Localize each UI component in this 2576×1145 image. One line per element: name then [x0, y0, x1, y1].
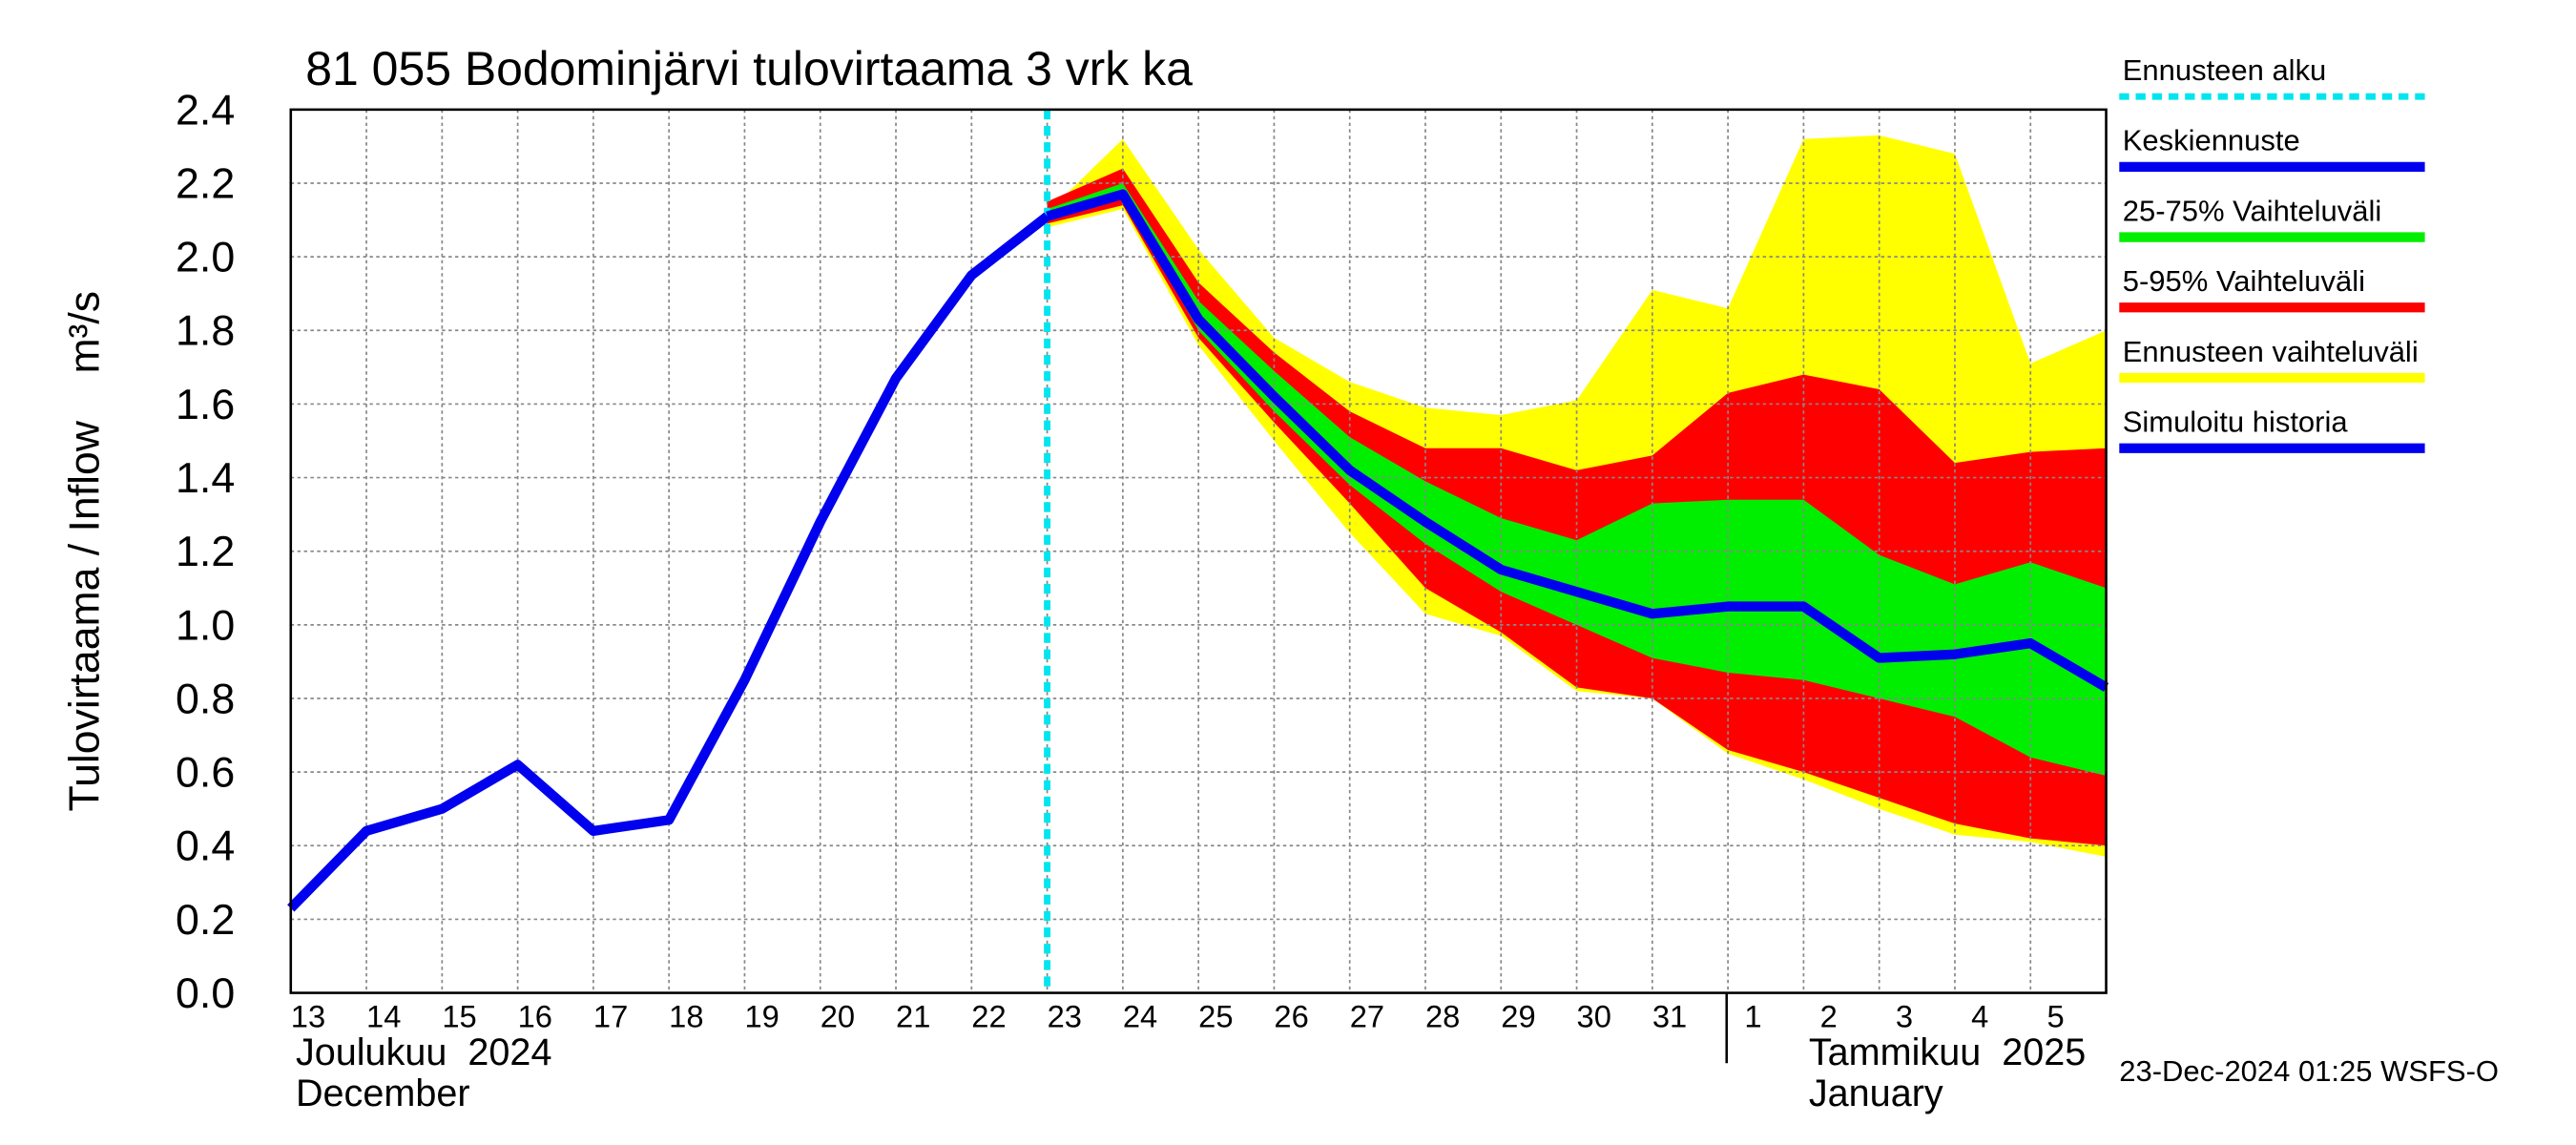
x-tick-label: 20	[821, 999, 855, 1034]
x-tick-label: 21	[896, 999, 930, 1034]
y-tick-label: 0.4	[176, 823, 235, 870]
x-tick-label: 29	[1501, 999, 1535, 1034]
x-tick-label: 13	[291, 999, 325, 1034]
y-tick-label: 1.6	[176, 382, 235, 428]
x-tick-label: 30	[1577, 999, 1611, 1034]
y-axis-label: Tulovirtaama / Inflow m³/s	[61, 291, 108, 812]
line	[287, 212, 1050, 912]
x-tick-label: 17	[593, 999, 628, 1034]
y-tick-label: 1.8	[176, 308, 235, 355]
y-tick-label: 1.4	[176, 455, 235, 502]
x-tick-label: 31	[1652, 999, 1687, 1034]
timestamp: 23-Dec-2024 01:25 WSFS-O	[2119, 1054, 2499, 1088]
legend-label: Ennusteen alku	[2123, 53, 2327, 87]
y-tick-label: 0.2	[176, 897, 235, 944]
x-tick-label: 15	[442, 999, 476, 1034]
y-tick-label: 0.6	[176, 750, 235, 797]
x-tick-label: 26	[1274, 999, 1308, 1034]
month-label: Joulukuu 2024	[296, 1031, 552, 1073]
y-tick-label: 1.0	[176, 602, 235, 649]
legend-label: 25-75% Vaihteluväli	[2123, 194, 2381, 227]
x-tick-label: 5	[2046, 999, 2064, 1034]
x-tick-label: 16	[518, 999, 552, 1034]
x-tick-label: 14	[366, 999, 401, 1034]
x-tick-label: 23	[1048, 999, 1082, 1034]
plot-frame	[289, 108, 2108, 994]
x-tick-label: 24	[1123, 999, 1157, 1034]
y-tick-label: 2.2	[176, 161, 235, 208]
line	[1046, 189, 2109, 692]
month-label: Tammikuu 2025	[1809, 1031, 2086, 1073]
legend-label: 5-95% Vaihteluväli	[2123, 264, 2365, 298]
x-tick-label: 22	[971, 999, 1006, 1034]
y-tick-label: 1.2	[176, 529, 235, 575]
x-tick-label: 4	[1971, 999, 1988, 1034]
x-tick-label: 27	[1350, 999, 1384, 1034]
x-tick-label: 1	[1744, 999, 1761, 1034]
legend-label: Ennusteen vaihteluväli	[2123, 335, 2419, 368]
y-tick-label: 0.0	[176, 970, 235, 1017]
month-label: December	[296, 1072, 470, 1114]
y-tick-label: 2.0	[176, 235, 235, 281]
x-tick-label: 19	[744, 999, 779, 1034]
y-tick-label: 0.8	[176, 677, 235, 723]
legend-label: Simuloitu historia	[2123, 406, 2349, 439]
x-tick-label: 18	[669, 999, 703, 1034]
x-tick-label: 2	[1820, 999, 1838, 1034]
x-tick-label: 28	[1425, 999, 1460, 1034]
chart-title: 81 055 Bodominjärvi tulovirtaama 3 vrk k…	[305, 42, 1193, 95]
x-tick-label: 3	[1896, 999, 1913, 1034]
month-label: January	[1809, 1072, 1943, 1114]
legend-label: Keskiennuste	[2123, 124, 2300, 157]
y-tick-label: 2.4	[176, 87, 235, 134]
x-tick-label: 25	[1198, 999, 1233, 1034]
